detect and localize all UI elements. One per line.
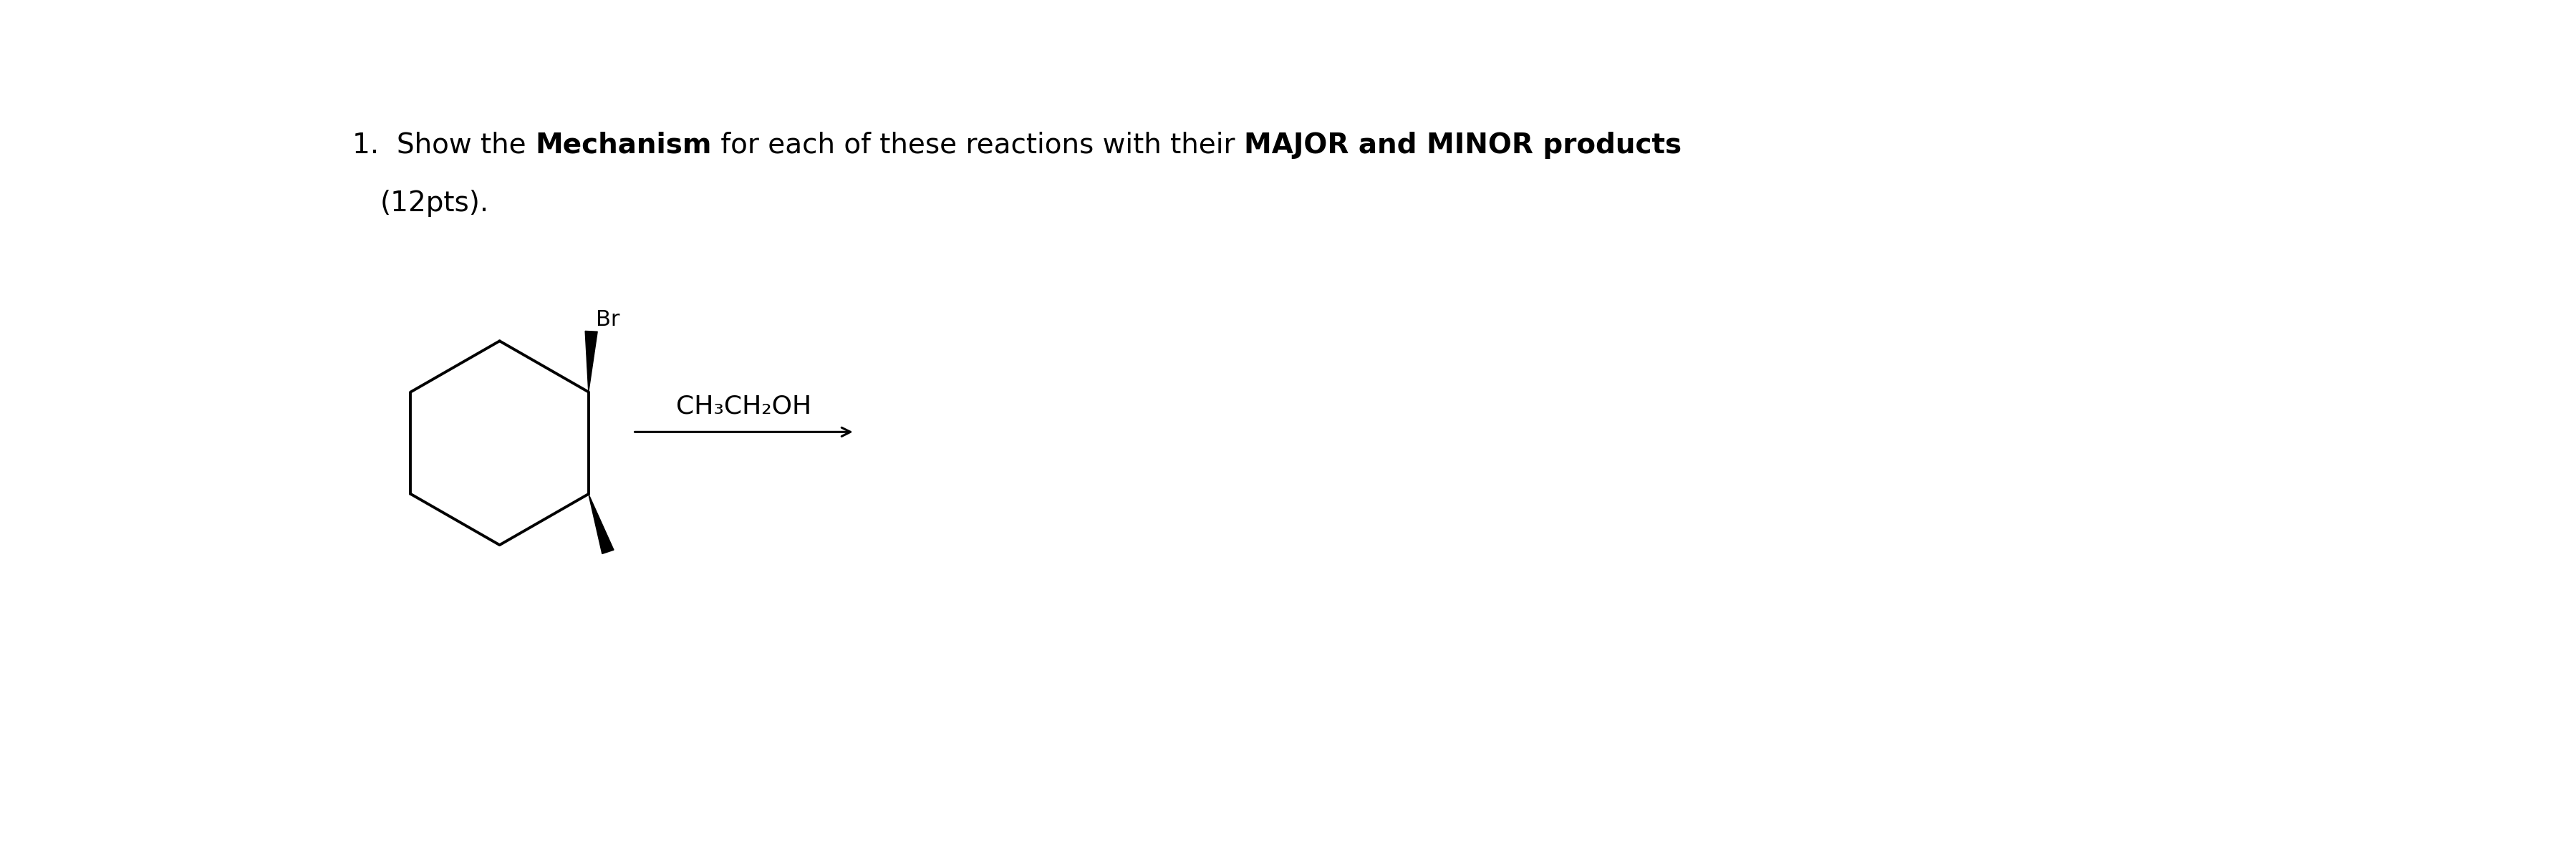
Polygon shape: [585, 331, 598, 392]
Text: (12pts).: (12pts).: [381, 189, 489, 217]
Text: for each of these reactions with their: for each of these reactions with their: [711, 131, 1244, 159]
Text: Br: Br: [595, 309, 621, 330]
Text: Mechanism: Mechanism: [536, 131, 711, 159]
Text: MAJOR and MINOR products: MAJOR and MINOR products: [1244, 131, 1682, 159]
Polygon shape: [587, 494, 613, 554]
Text: 1.  Show the: 1. Show the: [353, 131, 536, 159]
Text: CH₃CH₂OH: CH₃CH₂OH: [675, 394, 811, 418]
